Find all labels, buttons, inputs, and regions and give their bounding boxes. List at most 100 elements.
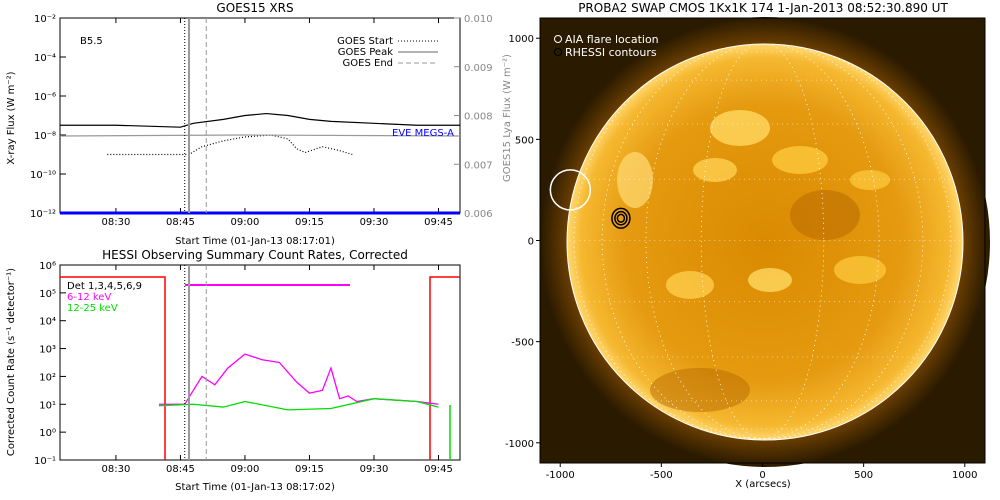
goes-series-group — [59, 112, 461, 215]
goes-legend-start-label: GOES Start — [337, 36, 393, 47]
goes-plot-frame — [59, 17, 461, 214]
swap-legend-aia-symbol — [554, 35, 562, 43]
goes-time-markers — [184, 18, 207, 213]
goes-x-axis: 08:30 08:45 09:00 09:15 09:30 09:45 — [101, 18, 453, 228]
active-region-4 — [617, 152, 653, 208]
dark-region-2 — [650, 368, 750, 412]
hessi-legend-low: 6-12 keV — [67, 292, 111, 303]
active-region-7 — [834, 256, 886, 284]
swap-axes: -1000 -500 0 500 1000 1000 500 0 -500 -1000 — [505, 34, 978, 481]
hessi-xtick-label-3: 09:15 — [295, 464, 324, 475]
hessi-attenuator-lines — [60, 276, 460, 460]
hessi-ytick-label-2: 10⁴ — [39, 317, 56, 328]
hessi-xtick-label-5: 09:45 — [424, 464, 453, 475]
hessi-xtick-label-1: 08:45 — [166, 464, 195, 475]
swap-solar-disk — [567, 44, 963, 440]
goes-xtick-label-1: 08:45 — [166, 217, 195, 228]
swap-legend: AIA flare location RHESSI contours — [554, 33, 659, 59]
goes-xtick-label-3: 09:15 — [295, 217, 324, 228]
hessi-y-axis: 10⁶ 10⁵ 10⁴ 10³ 10² 10¹ 10⁰ 10⁻¹ — [34, 261, 66, 467]
goes-panel: GOES15 XRS B5.5 10⁻²10⁻⁴10⁻⁶10⁻⁸10⁻¹⁰10⁻… — [6, 1, 513, 247]
rhessi-contour-1 — [614, 210, 628, 226]
goes-ytick-label-5: 10⁻¹² — [30, 209, 56, 220]
swap-legend-aia-label: AIA flare location — [565, 33, 659, 46]
goes-xtick-label-4: 09:30 — [360, 217, 389, 228]
swap-panel: PROBA2 SWAP CMOS 1Kx1K 174 1-Jan-2013 08… — [505, 1, 990, 490]
goes-xtick-label-5: 09:45 — [424, 217, 453, 228]
goes-ytick-label-1: 10⁻⁴ — [34, 53, 56, 64]
swap-title: PROBA2 SWAP CMOS 1Kx1K 174 1-Jan-2013 08… — [578, 1, 948, 15]
goes-y2tick-label-2: 0.008 — [464, 112, 493, 123]
hessi-xtick-label-2: 09:00 — [231, 464, 260, 475]
swap-legend-rhessi-symbol — [554, 48, 562, 56]
hessi-red-state-right — [429, 276, 460, 460]
hessi-ytick-label-4: 10² — [39, 372, 56, 383]
hessi-series-group — [158, 353, 439, 411]
swap-ytick-label-1: 500 — [515, 135, 534, 146]
active-region-5 — [666, 271, 714, 299]
swap-grid-lon-6 — [645, 44, 880, 440]
goes-series-2 — [59, 134, 461, 137]
swap-ytick-label-2: 0 — [528, 237, 534, 248]
hessi-plot-frame — [59, 264, 461, 461]
active-region-8 — [850, 170, 890, 190]
swap-ytick-label-3: -500 — [511, 338, 534, 349]
goes-xtick-label-0: 08:30 — [101, 217, 130, 228]
active-region-6 — [748, 268, 792, 292]
goes-legend-peak-label: GOES Peak — [338, 47, 393, 58]
goes-eve-annotation: EVE MEGS-A — [392, 128, 454, 139]
swap-xtick-label-4: 1000 — [952, 470, 977, 481]
hessi-series-0 — [158, 353, 439, 405]
goes-series-1 — [107, 134, 353, 156]
goes-y2tick-label-3: 0.007 — [464, 160, 493, 171]
swap-ytick-label-0: 1000 — [509, 34, 534, 45]
swap-ytick-label-4: -1000 — [505, 439, 534, 450]
hessi-ytick-label-6: 10⁰ — [39, 428, 56, 439]
swap-xlabel: X (arcsecs) — [735, 479, 791, 490]
hessi-legend-det: Det 1,3,4,5,6,9 — [67, 281, 142, 292]
hessi-ytick-label-7: 10⁻¹ — [34, 456, 56, 467]
goes-ytick-label-3: 10⁻⁸ — [34, 131, 56, 142]
goes-y-axis: 10⁻² 10⁻⁴ 10⁻⁶ 10⁻⁸ 10⁻¹⁰ 10⁻¹² — [30, 14, 66, 220]
active-region-3 — [772, 146, 828, 174]
swap-xtick-label-0: -1000 — [546, 470, 575, 481]
goes-y2tick-label-4: 0.006 — [464, 209, 493, 220]
goes-legend: GOES Start GOES Peak GOES End — [337, 36, 438, 69]
hessi-x-axis: 08:30 08:45 09:00 09:15 09:30 09:45 — [101, 265, 453, 475]
goes-ytick-label-4: 10⁻¹⁰ — [30, 170, 56, 181]
hessi-ytick-label-1: 10⁵ — [39, 289, 56, 300]
active-region-1 — [710, 110, 770, 146]
hessi-xtick-label-4: 09:30 — [360, 464, 389, 475]
hessi-title: HESSI Observing Summary Count Rates, Cor… — [102, 248, 408, 262]
rhessi-contour-2 — [616, 213, 626, 223]
swap-xtick-label-2: 0 — [759, 470, 765, 481]
hessi-ytick-label-3: 10³ — [39, 345, 56, 356]
hessi-ylabel: Corrected Count Rate (s⁻¹ detector⁻¹) — [6, 268, 17, 456]
hessi-xtick-label-0: 08:30 — [101, 464, 130, 475]
swap-legend-rhessi-label: RHESSI contours — [565, 46, 657, 59]
goes-ylabel: X-ray Flux (W m⁻²) — [6, 71, 17, 164]
goes-y2tick-label-0: 0.010 — [464, 14, 493, 25]
goes-y2tick-label-1: 0.009 — [464, 63, 493, 74]
goes-ytick-label-2: 10⁻⁶ — [34, 92, 56, 103]
swap-xtick-label-1: -500 — [650, 470, 673, 481]
rhessi-contour-0 — [611, 207, 631, 229]
hessi-ytick-label-5: 10¹ — [39, 400, 56, 411]
active-region-2 — [693, 158, 737, 182]
goes-flare-class: B5.5 — [80, 36, 103, 47]
swap-disk-features — [617, 110, 890, 412]
swap-grid-lon-5 — [700, 44, 825, 440]
swap-xtick-label-3: 500 — [854, 470, 873, 481]
goes-xtick-label-2: 09:00 — [231, 217, 260, 228]
hessi-legend: Det 1,3,4,5,6,9 6-12 keV 12-25 keV — [67, 281, 142, 314]
aia-flare-location-circle — [549, 169, 592, 211]
hessi-xlabel: Start Time (01-Jan-13 08:17:02) — [175, 482, 335, 493]
goes-xlabel: Start Time (01-Jan-13 08:17:01) — [175, 236, 335, 247]
rhessi-contours — [611, 207, 631, 229]
goes-y2label: GOES15 Lya Flux (W m⁻²) — [502, 54, 513, 182]
goes-ytick-label-0: 10⁻² — [34, 14, 56, 25]
swap-limb-circle — [566, 43, 964, 441]
goes-legend-end-label: GOES End — [343, 58, 393, 69]
hessi-panel: HESSI Observing Summary Count Rates, Cor… — [6, 248, 461, 493]
